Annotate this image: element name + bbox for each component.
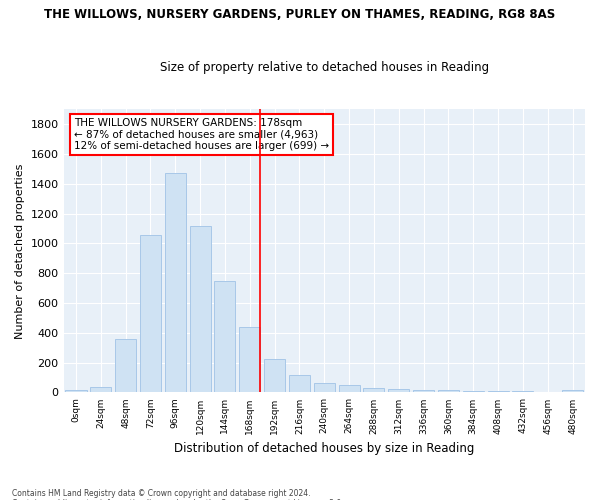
Y-axis label: Number of detached properties: Number of detached properties: [15, 163, 25, 338]
Bar: [190, 226, 211, 392]
Text: Contains public sector information licensed under the Open Government Licence v3: Contains public sector information licen…: [12, 498, 344, 500]
Bar: [413, 390, 434, 392]
Bar: [463, 391, 484, 392]
Bar: [65, 390, 86, 392]
Bar: [364, 388, 385, 392]
Bar: [289, 374, 310, 392]
Bar: [90, 387, 112, 392]
Text: Contains HM Land Registry data © Crown copyright and database right 2024.: Contains HM Land Registry data © Crown c…: [12, 488, 311, 498]
Text: THE WILLOWS, NURSERY GARDENS, PURLEY ON THAMES, READING, RG8 8AS: THE WILLOWS, NURSERY GARDENS, PURLEY ON …: [44, 8, 556, 20]
Bar: [488, 391, 509, 392]
Bar: [338, 386, 359, 392]
Bar: [239, 327, 260, 392]
Bar: [264, 359, 285, 392]
Bar: [438, 390, 459, 392]
X-axis label: Distribution of detached houses by size in Reading: Distribution of detached houses by size …: [174, 442, 475, 455]
Bar: [140, 234, 161, 392]
Bar: [314, 384, 335, 392]
Bar: [214, 280, 235, 392]
Bar: [388, 389, 409, 392]
Title: Size of property relative to detached houses in Reading: Size of property relative to detached ho…: [160, 60, 489, 74]
Bar: [165, 174, 186, 392]
Bar: [115, 339, 136, 392]
Bar: [562, 390, 583, 392]
Text: THE WILLOWS NURSERY GARDENS: 178sqm
← 87% of detached houses are smaller (4,963): THE WILLOWS NURSERY GARDENS: 178sqm ← 87…: [74, 118, 329, 151]
